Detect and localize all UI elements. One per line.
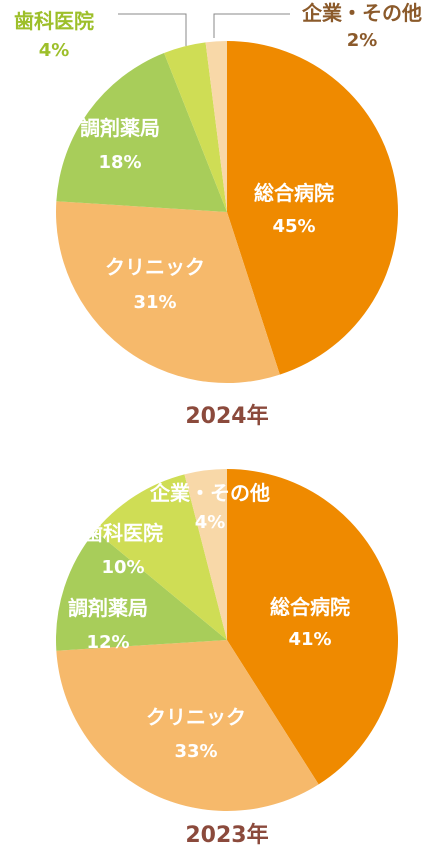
slice-value-general-hospital-2023: 41%	[288, 629, 331, 650]
pie-slice-pharmacy-2024	[56, 53, 228, 213]
slice-value-dental-clinic-2024: 4%	[39, 40, 70, 61]
pie-slice-general-hospital-2024	[227, 41, 398, 375]
slice-label-company-other-2023: 企業・その他	[149, 481, 270, 505]
pie-slice-general-hospital-2023	[227, 469, 399, 785]
pie-slice-pharmacy-2023	[56, 531, 227, 651]
slice-value-pharmacy-2024: 18%	[98, 152, 141, 173]
slice-label-dental-clinic-2023: 歯科医院	[83, 521, 163, 545]
slice-label-pharmacy-2023: 調剤薬局	[68, 596, 148, 620]
pie-slice-clinic-2023	[56, 640, 319, 812]
pie-chart-2023: 総合病院 41% クリニック 33% 調剤薬局 12% 歯科医院 10% 企業・その他 4% 202…	[56, 469, 399, 848]
pie-slice-dental-clinic-2024	[164, 42, 227, 212]
pie-chart-2024: 総合病院 45% クリニック 31% 調剤薬局 18% 歯科医院 4% 企業・その他 2% 2024…	[14, 1, 422, 429]
slice-label-clinic-2023: クリニック	[146, 705, 246, 729]
chart-title-2023: 2023年	[185, 822, 268, 848]
pie-slice-company-other-2023	[184, 469, 227, 640]
slice-label-pharmacy-2024: 調剤薬局	[80, 116, 160, 140]
slice-label-dental-clinic-2024: 歯科医院	[14, 9, 94, 33]
slice-label-general-hospital-2024: 総合病院	[254, 181, 334, 205]
slice-value-general-hospital-2024: 45%	[272, 216, 315, 237]
slice-value-pharmacy-2023: 12%	[86, 632, 129, 653]
pie-slice-dental-clinic-2023	[95, 474, 228, 640]
slice-label-general-hospital-2023: 総合病院	[270, 595, 350, 619]
pie-slice-clinic-2024	[56, 201, 280, 383]
chart-title-2024: 2024年	[185, 403, 268, 429]
slice-label-company-other-2024: 企業・その他	[301, 1, 422, 25]
slice-value-dental-clinic-2023: 10%	[101, 557, 144, 578]
leader-line-1-2024	[213, 13, 290, 38]
slice-value-company-other-2023: 4%	[195, 512, 226, 533]
slice-label-clinic-2024: クリニック	[105, 255, 205, 279]
slice-value-company-other-2024: 2%	[347, 30, 378, 51]
pie-slice-company-other-2024	[205, 41, 227, 212]
slice-value-clinic-2024: 31%	[133, 292, 176, 313]
leader-line-0-2024	[118, 13, 187, 46]
slice-value-clinic-2023: 33%	[174, 741, 217, 762]
